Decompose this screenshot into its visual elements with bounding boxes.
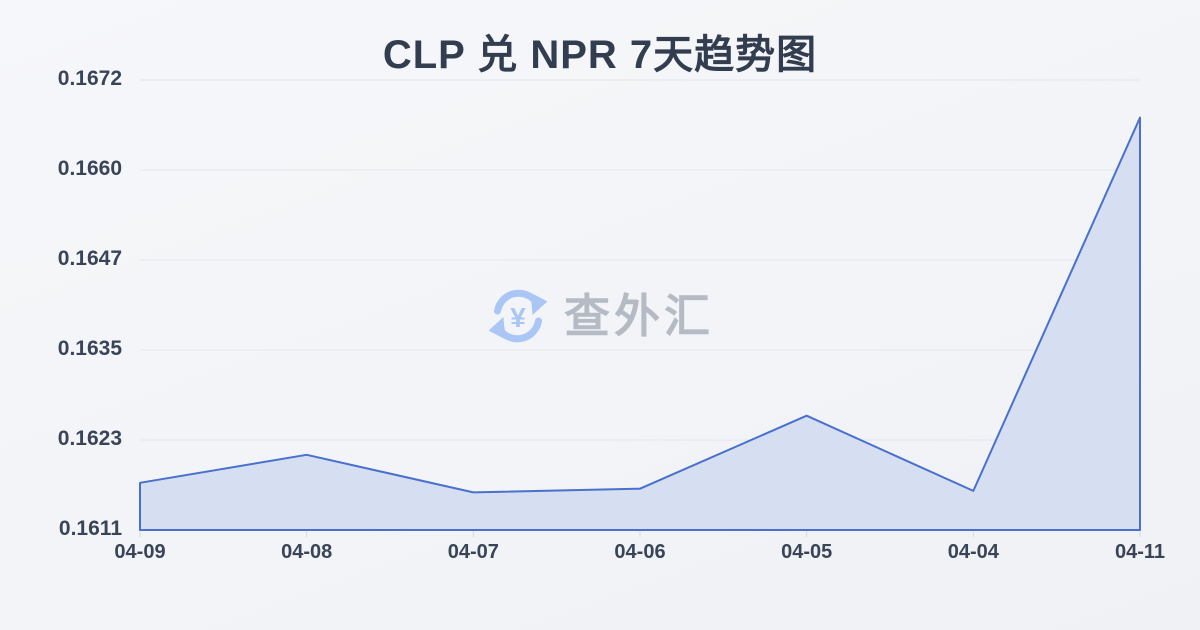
x-tick-label: 04-08: [281, 541, 333, 563]
y-tick-label: 0.1660: [57, 157, 122, 180]
y-tick-label: 0.1635: [57, 337, 122, 360]
y-tick-label: 0.1672: [57, 67, 122, 90]
x-tick-label: 04-05: [781, 541, 833, 563]
trend-area-series[interactable]: [139, 116, 1141, 531]
y-tick-label: 0.1611: [58, 517, 122, 540]
x-tick-label: 04-04: [947, 541, 999, 563]
chart-title: CLP 兑 NPR 7天趋势图: [382, 33, 818, 77]
x-tick-label: 04-09: [114, 541, 166, 563]
x-tick-label: 04-07: [447, 541, 499, 563]
x-tick-label: 04-11: [1114, 541, 1166, 563]
y-tick-label: 0.1647: [57, 247, 122, 270]
y-tick-label: 0.1623: [57, 427, 122, 450]
x-tick-label: 04-06: [614, 541, 666, 563]
